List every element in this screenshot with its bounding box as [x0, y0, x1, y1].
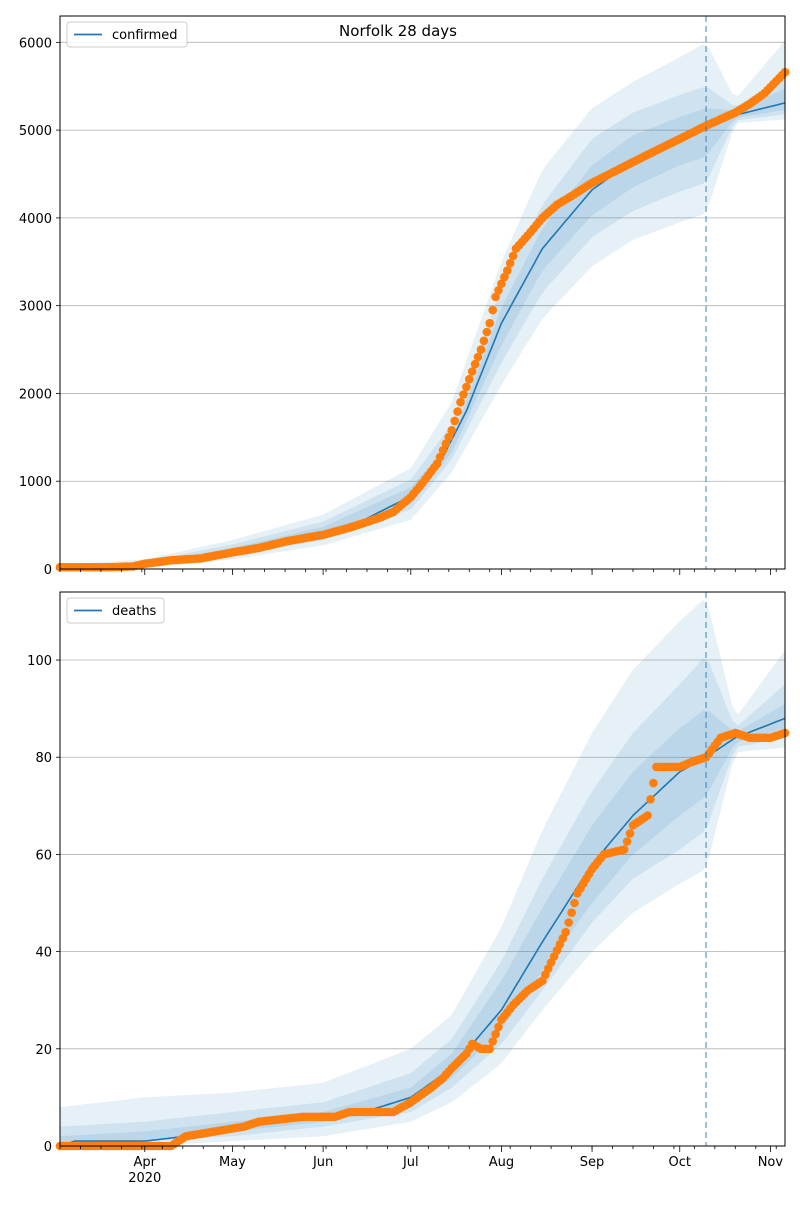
y-tick-label: 20	[35, 1043, 52, 1058]
observed-point	[649, 778, 658, 788]
observed-point	[482, 327, 492, 337]
observed-point	[485, 318, 495, 328]
observed-point	[459, 390, 468, 399]
observed-point	[447, 426, 457, 435]
legend: deaths	[66, 597, 165, 624]
y-tick-label: 0	[44, 563, 52, 578]
legend: confirmed	[66, 21, 188, 48]
observed-point	[432, 459, 442, 469]
y-tick-label: 0	[44, 1140, 52, 1155]
confirmed-panel: 0 1000 2000 3000 4000 5000 6000 confirmed	[19, 15, 790, 578]
legend-label: confirmed	[112, 28, 178, 43]
y-tick-label: 60	[35, 848, 52, 863]
observed-point	[494, 1022, 503, 1032]
legend-label: deaths	[112, 604, 157, 619]
legend-box	[66, 21, 188, 48]
plot-frame	[59, 591, 786, 1147]
observed-point	[643, 811, 652, 820]
observed-point	[473, 352, 483, 362]
observed-point	[488, 305, 498, 315]
observed-point	[438, 446, 448, 455]
observed-point	[485, 1044, 495, 1054]
observed-point	[567, 908, 576, 917]
observed-point	[561, 927, 570, 937]
observed-point	[646, 795, 655, 804]
observed-point	[570, 898, 579, 908]
observed-point	[625, 829, 635, 838]
observed-point	[491, 292, 500, 302]
observed-point	[467, 367, 477, 376]
x-year-label: 2020	[128, 1171, 161, 1186]
credible-band	[60, 88, 785, 570]
observed-point	[622, 837, 632, 846]
deaths-panel: 0 20 40 60 80 100 Apr May Jun Jul Aug Sep Oct Nov 2020…	[27, 591, 790, 1186]
y-tick-label: 40	[35, 946, 52, 961]
observed-point	[479, 336, 489, 346]
observed-point	[503, 266, 512, 275]
y-tick-label: 3000	[19, 300, 52, 315]
observed-point	[500, 272, 509, 282]
observed-point	[497, 279, 506, 289]
x-tick-label: Aug	[489, 1155, 514, 1170]
observed-series	[55, 67, 790, 572]
observed-point	[476, 345, 486, 354]
x-tick-label: Nov	[758, 1155, 784, 1170]
observed-series	[55, 728, 790, 1151]
plot-frame	[59, 15, 786, 570]
x-tick-label: Apr	[134, 1155, 157, 1170]
y-tick-label: 100	[27, 654, 52, 669]
y-tick-label: 1000	[19, 475, 52, 490]
credible-band	[60, 75, 785, 569]
y-tick-label: 80	[35, 751, 52, 766]
observed-point	[508, 251, 518, 261]
y-tick-label: 5000	[19, 124, 52, 139]
observed-point	[619, 845, 629, 854]
observed-point	[564, 918, 573, 927]
y-tick-label: 4000	[19, 212, 52, 227]
x-tick-label: Jun	[312, 1155, 333, 1170]
observed-point	[453, 407, 462, 416]
observed-point	[465, 374, 474, 384]
legend-box	[66, 597, 165, 624]
figure-title: Norfolk 28 days	[339, 22, 457, 40]
observed-point	[470, 359, 480, 369]
credible-band	[60, 703, 785, 1146]
observed-point	[435, 452, 445, 462]
observed-point	[456, 397, 465, 407]
credible-band	[60, 658, 785, 1146]
observed-point	[494, 286, 503, 295]
observed-point	[462, 382, 471, 392]
observed-point	[505, 258, 515, 268]
observed-point	[444, 432, 454, 442]
x-tick-label: Sep	[580, 1155, 605, 1170]
x-tick-label: Jul	[402, 1155, 419, 1170]
y-tick-label: 6000	[19, 36, 52, 51]
observed-point	[488, 1037, 498, 1046]
observed-point	[491, 1029, 500, 1039]
y-tick-label: 2000	[19, 387, 52, 402]
observed-point	[450, 416, 460, 426]
credible-band	[60, 599, 785, 1146]
x-tick-label: May	[219, 1155, 246, 1170]
x-tick-label: Oct	[669, 1155, 691, 1170]
observed-point	[441, 439, 451, 449]
